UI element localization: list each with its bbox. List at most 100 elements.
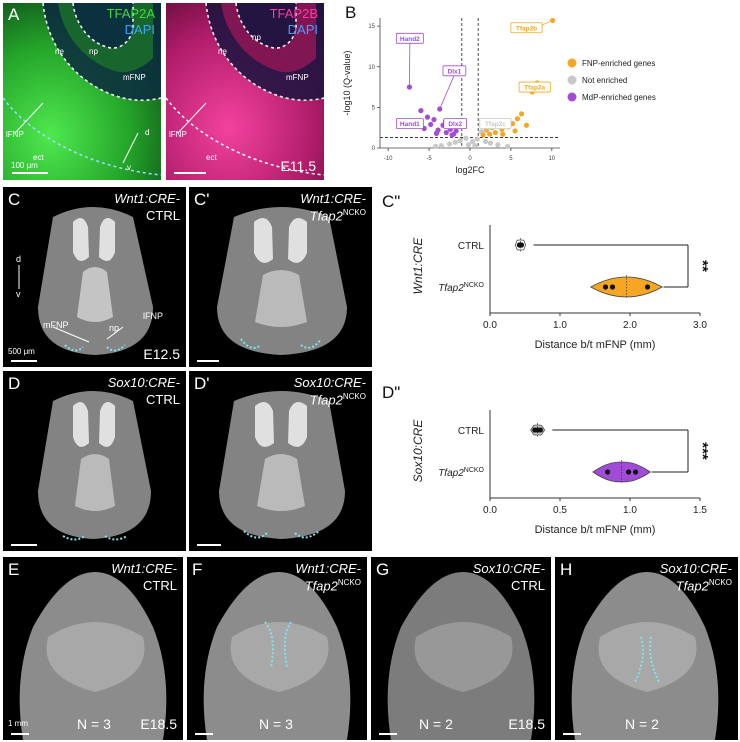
panel-c-scalebar-label: 500 μm [8,347,35,356]
panel-a2-marker2: DAPI [287,22,318,37]
panel-a2-marker1: TFAP2B [269,6,318,21]
panel-d2-violin-plot: 0.0 0.5 1.0 1.5 CTRL Tfap2NCKO *** Distance b/t… [411,410,711,536]
panel-d-title-line2: CTRL [146,392,180,407]
volcano-gene-label-box [510,22,543,34]
volcano-point [474,136,480,142]
violin-d-data-point [537,427,543,433]
panel-a-ect: ect [33,153,44,162]
panel-d-label: D [8,374,21,393]
violin-d-category-label: CTRL [458,426,485,437]
volcano-gene-label: Dlx2 [448,121,462,128]
panel-e-title-line2: CTRL [143,578,177,593]
violin-c-x-tick-label: 0.0 [483,320,497,331]
volcano-point [523,122,530,128]
violin-d-x-tick-label: 0.5 [553,505,567,516]
volcano-point [463,135,469,141]
volcano-point [446,141,453,147]
volcano-point [487,131,493,137]
panel-a-ne: ne [55,47,64,56]
volcano-point [482,138,489,145]
panel-c1-title-line2: Tfap2NCKO [310,208,366,223]
panel-a2-ne: ne [218,47,227,56]
violin-d-x-tick-label: 1.5 [693,505,707,516]
volcano-point [453,128,459,134]
panel-e-embryo-image [11,572,167,740]
panel-a2-image: TFAP2B DAPI ne np mFNP lFNP ect E11.5 [166,3,324,180]
violin-d-category-label: Tfap2NCKO [438,467,484,479]
volcano-gene-label-box [442,65,467,77]
volcano-point [492,129,498,136]
panel-c-lfnp: lFNP [143,311,163,321]
violin-d-data-point [605,469,611,475]
panel-h-title-line1: Sox10:CRE- [659,561,732,576]
panel-e-image: E Wnt1:CRE- CTRL N = 3 E18.5 1 mm [3,557,183,740]
panel-c1-title-gene: Tfap2 [309,208,343,224]
violin-d-x-axis-label: Distance b/t mFNP (mm) [535,524,656,536]
panel-f-n: N = 3 [259,716,293,732]
volcano-point [472,142,478,149]
volcano-point [418,108,424,114]
volcano-y-axis-label: -log10 (Q-value) [342,50,352,115]
volcano-point [406,84,413,90]
panel-f-embryo-image [195,572,351,740]
panel-h-title-line2: Tfap2NCKO [676,578,732,593]
panel-h-label: H [560,560,573,579]
panel-h-image: H Sox10:CRE- Tfap2NCKO N = 2 [555,557,738,740]
panel-a-scalebar-label: 100 μm [11,161,38,170]
volcano-point [469,138,476,145]
panel-f-title-line1: Wnt1:CRE- [295,561,361,576]
panel-c1-title-line1: Wnt1:CRE- [300,191,366,206]
violin-c-significance: ** [694,260,711,272]
violin-c-data-point [602,284,609,290]
volcano-gene-label-box [443,118,468,130]
volcano-point [424,114,431,120]
panel-d1-title-line2: Tfap2NCKO [310,392,366,407]
volcano-y-tick-label: 10 [368,65,375,71]
volcano-x-tick-label: 0 [468,156,472,162]
panel-c-v: v [16,289,21,299]
panel-f-image: F Wnt1:CRE- Tfap2NCKO N = 3 [187,557,367,740]
panel-g-stage: E18.5 [508,716,545,732]
panel-a-image: A TFAP2A DAPI ne np mFNP lFNP ect d v 10… [3,3,161,180]
violin-c-data-point [644,284,651,290]
volcano-point [443,129,449,136]
panel-d1-head-image [197,391,345,546]
panel-h-embryo-image [563,572,719,740]
volcano-x-axis-label: log2FC [455,165,485,175]
panel-e-n: N = 3 [77,716,111,732]
violin-c-category-gene: Tfap2 [438,283,464,294]
volcano-point [500,131,506,137]
volcano-gene-label-box [395,32,424,44]
volcano-gene-pointer [439,74,455,110]
panel-g-n: N = 2 [419,716,453,732]
panel-c2-label: C" [382,192,401,211]
violin-c-data-point [609,284,616,290]
violin-c-x-axis-label: Distance b/t mFNP (mm) [535,339,656,351]
volcano-point [518,111,525,117]
panel-c-stage: E12.5 [143,346,180,362]
panel-a-v: v [127,163,131,172]
volcano-y-tick-label: 15 [368,24,375,30]
volcano-point [514,116,521,122]
panel-c-image: C Wnt1:CRE- CTRL d v mFNP np lFNP 500 μm… [3,187,186,367]
panel-f-title-line2: Tfap2NCKO [305,578,361,593]
volcano-legend-label: FNP-enriched genes [582,59,655,68]
volcano-legend-label: Not enriched [582,76,627,85]
violin-d-group-label: Sox10:CRE [411,419,425,483]
violin-d-data-point [626,469,632,475]
volcano-legend-label: MdP-enriched genes [582,93,656,102]
volcano-point [431,116,437,123]
panel-f-title-gene: Tfap2 [304,578,338,594]
volcano-point [433,143,439,149]
volcano-point [495,142,501,148]
volcano-gene-label: Tfap2b [516,25,537,32]
panel-e-label: E [8,560,20,579]
volcano-x-tick-label: 10 [548,156,555,162]
volcano-point [457,138,463,144]
panel-a2-np: np [252,33,261,42]
panel-a-np: np [89,47,98,56]
panel-d1-label: D' [194,374,210,393]
panel-c-label: C [8,190,21,209]
panel-a-label: A [8,5,20,24]
panel-c1-title-sup: NCKO [342,208,366,217]
